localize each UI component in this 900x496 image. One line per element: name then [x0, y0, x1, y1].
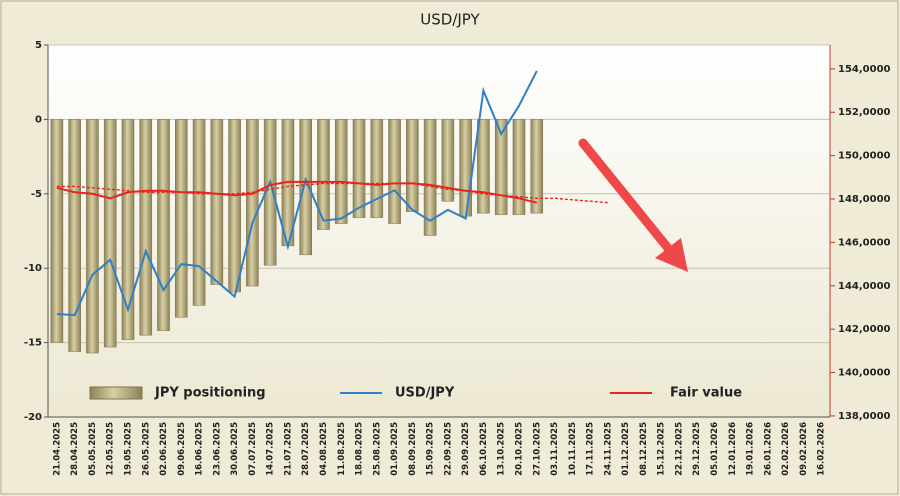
- x-tick-label: 14.07.2025: [266, 422, 276, 476]
- y2-tick-label: 146,0000: [838, 237, 891, 248]
- x-tick-label: 22.12.2025: [674, 422, 684, 476]
- x-tick-label: 15.09.2025: [426, 422, 436, 476]
- bar: [530, 119, 544, 214]
- x-tick-label: 29.09.2025: [461, 422, 471, 476]
- y2-tick-label: 142,0000: [838, 324, 891, 335]
- bar: [263, 119, 277, 266]
- x-tick-label: 01.12.2025: [621, 422, 631, 476]
- y2-tick-label: 154,0000: [838, 64, 891, 75]
- line: [56, 70, 538, 317]
- x-tick-label: 16.02.2026: [817, 422, 827, 476]
- x-tick-label: 26.01.2026: [763, 422, 773, 476]
- y2-tick-label: 140,0000: [838, 368, 891, 379]
- bar: [103, 119, 117, 348]
- x-tick-label: 24.11.2025: [603, 422, 613, 476]
- x-tick-label: 12.01.2026: [728, 422, 738, 476]
- x-tick-label: 12.05.2025: [106, 422, 116, 476]
- bar: [246, 119, 259, 287]
- x-tick-label: 29.12.2025: [692, 422, 702, 476]
- x-tick-label: 21.07.2025: [283, 422, 293, 476]
- x-tick-label: 23.06.2025: [212, 422, 222, 476]
- bar: [139, 119, 153, 336]
- bar: [299, 119, 312, 256]
- x-tick-label: 28.04.2025: [70, 422, 80, 476]
- bar: [352, 119, 366, 218]
- x-tick-label: 01.09.2025: [390, 422, 400, 476]
- x-tick-label: 08.12.2025: [639, 422, 649, 476]
- legend-label: USD/JPY: [395, 386, 455, 401]
- trend-line: [56, 182, 608, 204]
- y2-tick-label: 150,0000: [838, 151, 891, 162]
- x-tick-label: 06.10.2025: [479, 422, 489, 476]
- y-tick-label: -10: [24, 263, 42, 274]
- y-tick-label: 0: [35, 114, 42, 125]
- x-tick-label: 30.06.2025: [230, 422, 240, 476]
- x-tick-label: 04.08.2025: [319, 422, 329, 476]
- bar: [157, 119, 170, 331]
- y-tick-label: -20: [24, 412, 42, 423]
- arrow-head: [655, 238, 688, 272]
- x-tick-label: 19.05.2025: [123, 422, 133, 476]
- x-tick-label: 15.12.2025: [657, 422, 667, 476]
- bar: [192, 119, 206, 306]
- x-tick-label: 11.08.2025: [337, 422, 347, 476]
- x-tick-label: 13.10.2025: [497, 422, 507, 476]
- bar: [121, 119, 135, 340]
- bar: [334, 119, 348, 224]
- x-tick-label: 09.06.2025: [177, 422, 187, 476]
- x-tick-label: 20.10.2025: [514, 422, 524, 476]
- bar: [423, 119, 437, 236]
- x-tick-label: 26.05.2025: [141, 422, 151, 476]
- x-tick-label: 18.08.2025: [355, 422, 365, 476]
- x-tick-label: 05.05.2025: [88, 422, 98, 476]
- y2-tick-label: 138,0000: [838, 411, 891, 422]
- x-tick-label: 02.06.2025: [159, 422, 169, 476]
- bar: [512, 119, 526, 215]
- legend-label: JPY positioning: [154, 386, 266, 401]
- x-tick-label: 25.08.2025: [372, 422, 382, 476]
- bar: [86, 119, 99, 354]
- bar: [441, 119, 455, 202]
- y-tick-label: -5: [31, 189, 42, 200]
- bar: [228, 119, 241, 293]
- x-tick-label: 09.02.2026: [799, 422, 809, 476]
- x-tick-label: 05.01.2026: [710, 422, 720, 476]
- bar: [388, 119, 401, 224]
- x-tick-label: 28.07.2025: [301, 422, 311, 476]
- bar: [494, 119, 508, 215]
- bar: [317, 119, 330, 230]
- x-tick-label: 07.07.2025: [248, 422, 258, 476]
- legend-label: Fair value: [670, 386, 742, 401]
- x-tick-label: 08.09.2025: [408, 422, 418, 476]
- y2-tick-label: 152,0000: [838, 107, 891, 118]
- x-tick-label: 02.02.2026: [781, 422, 791, 476]
- bar: [477, 119, 490, 214]
- y2-tick-label: 148,0000: [838, 194, 891, 205]
- x-tick-label: 03.11.2025: [550, 422, 560, 476]
- bar: [370, 119, 384, 218]
- legend-swatch: [89, 386, 143, 400]
- bar: [210, 119, 224, 285]
- bar: [175, 119, 188, 318]
- x-tick-label: 21.04.2025: [52, 422, 62, 476]
- bar: [50, 119, 64, 343]
- x-tick-label: 22.09.2025: [443, 422, 453, 476]
- y-tick-label: 5: [35, 40, 42, 51]
- arrow-shaft: [578, 138, 681, 263]
- y2-tick-label: 144,0000: [838, 281, 891, 292]
- x-tick-label: 16.06.2025: [195, 422, 205, 476]
- bar: [406, 119, 419, 212]
- chart-title: USD/JPY: [420, 11, 480, 29]
- x-tick-label: 19.01.2026: [746, 422, 756, 476]
- x-tick-label: 10.11.2025: [568, 422, 578, 476]
- bar: [68, 119, 81, 352]
- bar: [459, 119, 472, 217]
- x-tick-label: 17.11.2025: [586, 422, 596, 476]
- x-tick-label: 27.10.2025: [532, 422, 542, 476]
- y-tick-label: -15: [24, 338, 42, 349]
